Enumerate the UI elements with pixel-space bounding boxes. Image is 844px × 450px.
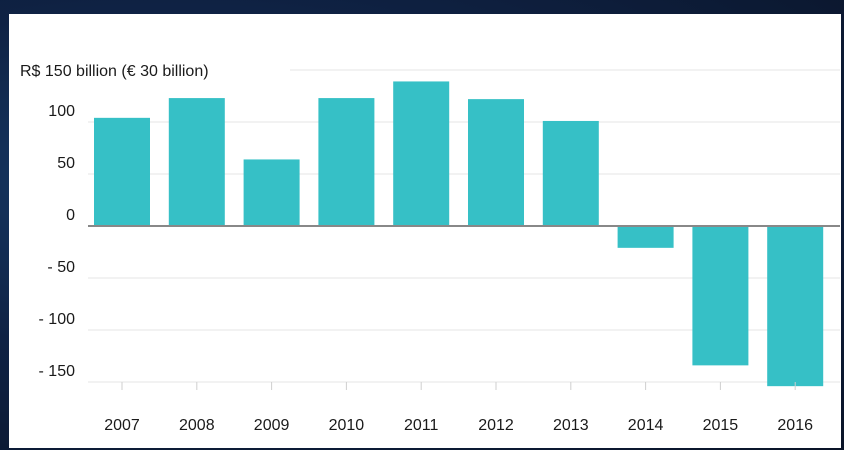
y-tick-label: 0 — [66, 207, 75, 224]
x-tick-label: 2016 — [777, 417, 813, 434]
bar-2007 — [94, 117, 150, 226]
x-tick-label: 2011 — [404, 417, 439, 434]
y-tick-label: - 50 — [47, 259, 75, 276]
x-tick-label: 2010 — [329, 417, 365, 434]
bar-2015 — [692, 226, 749, 366]
bar-2008 — [168, 98, 225, 226]
x-tick-label: 2013 — [553, 417, 589, 434]
bars — [94, 81, 824, 387]
x-tick-label: 2012 — [478, 417, 514, 434]
x-tick-label: 2009 — [254, 417, 290, 434]
bar-2013 — [542, 120, 599, 226]
y-tick-label: 100 — [48, 103, 75, 120]
y-tick-label: - 150 — [39, 363, 76, 380]
y-tick-label: 50 — [57, 155, 75, 172]
chart-title: R$ 150 billion (€ 30 billion) — [20, 63, 209, 80]
x-tick-label: 2014 — [628, 417, 664, 434]
bar-2016 — [767, 226, 824, 387]
x-tick-label: 2015 — [703, 417, 739, 434]
x-tick-label: 2007 — [104, 417, 140, 434]
bar-2014 — [617, 226, 674, 248]
x-tick-label: 2008 — [179, 417, 215, 434]
bar-2009 — [243, 159, 300, 226]
axes: 100 50 0 - 50 - 100 - 150 2007 2008 2009 2010 2011… — [39, 103, 840, 434]
bar-2011 — [393, 81, 450, 226]
bar-2010 — [318, 98, 375, 226]
y-tick-label: - 100 — [39, 311, 76, 328]
bar-2012 — [468, 99, 524, 226]
